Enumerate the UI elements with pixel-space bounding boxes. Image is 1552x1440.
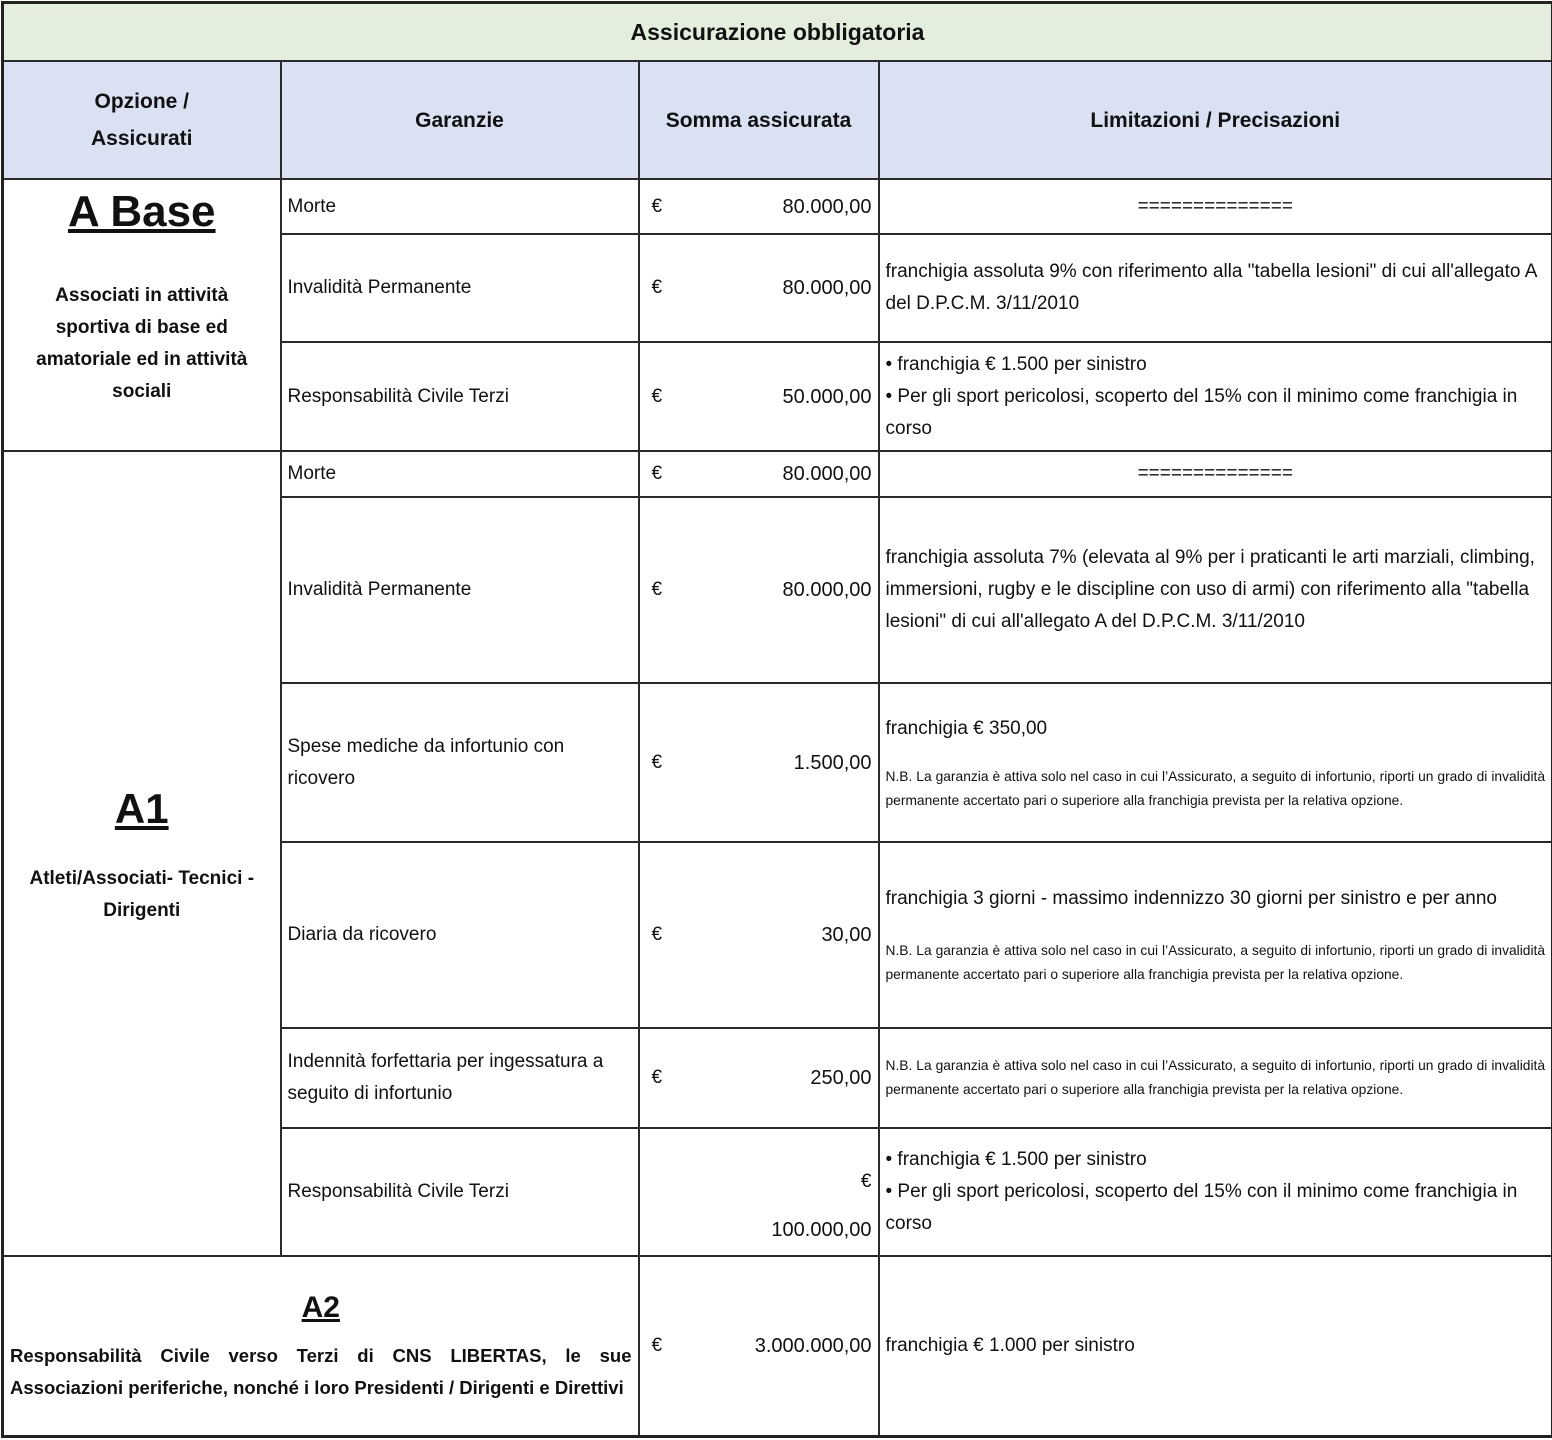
bullet: • franchigia € 1.500 per sinistro xyxy=(885,353,1147,375)
limitazioni-cell: • franchigia € 1.500 per sinistro • Per g… xyxy=(877,1127,1552,1257)
garanzia-cell: Responsabilità Civile Terzi xyxy=(279,341,640,452)
euro-symbol: € xyxy=(651,1067,663,1088)
limitazioni-cell: franchigia € 350,00 N.B. La garanzia è at… xyxy=(877,682,1552,843)
somma-cell: €80.000,00 xyxy=(637,450,880,498)
euro-symbol: € xyxy=(651,924,663,945)
garanzia-cell: Invalidità Permanente xyxy=(279,233,640,343)
option-name: A Base xyxy=(67,187,216,236)
somma-value: 30,00 xyxy=(821,924,872,946)
limitazioni-text: franchigia 3 giorni - massimo indennizzo… xyxy=(885,888,1498,909)
somma-value: 80.000,00 xyxy=(782,277,872,299)
euro-symbol: € xyxy=(651,385,663,407)
table-row: A2 Responsabilità Civile verso Terzi di … xyxy=(1,1255,1552,1437)
nb-note: N.B. La garanzia è attiva solo nel caso … xyxy=(885,768,1546,808)
option-name: A2 xyxy=(301,1290,340,1324)
option-a1: A1 Atleti/Associati- Tecnici - Dirigenti xyxy=(1,450,282,1257)
somma-value: 80.000,00 xyxy=(782,195,872,218)
limitazioni-cell: ============== xyxy=(877,450,1552,498)
limitazioni-cell: franchigia assoluta 9% con riferimento a… xyxy=(877,233,1552,343)
euro-symbol: € xyxy=(860,1171,872,1192)
option-a2: A2 Responsabilità Civile verso Terzi di … xyxy=(1,1255,640,1437)
garanzia-cell: Invalidità Permanente xyxy=(279,496,640,684)
limitazioni-cell: ============== xyxy=(877,178,1552,235)
garanzia-cell: Diaria da ricovero xyxy=(279,841,640,1029)
table-row: Invalidità Permanente €80.000,00 franchi… xyxy=(3,233,1552,343)
somma-value: 50.000,00 xyxy=(782,385,872,408)
option-description: Associati in attività sportiva di base e… xyxy=(36,285,248,402)
option-name: A1 xyxy=(114,784,169,832)
somma-value: 80.000,00 xyxy=(782,463,872,485)
garanzia-cell: Morte xyxy=(279,450,640,498)
somma-value: 250,00 xyxy=(810,1067,872,1089)
garanzia-cell: Spese mediche da infortunio con ricovero xyxy=(279,682,640,843)
bullet: • franchigia € 1.500 per sinistro xyxy=(885,1149,1147,1170)
euro-symbol: € xyxy=(651,277,663,298)
somma-cell: €80.000,00 xyxy=(637,496,880,684)
somma-cell: €80.000,00 xyxy=(637,233,880,343)
somma-value: 80.000,00 xyxy=(782,579,872,601)
table-row: Responsabilità Civile Terzi €100.000,00 … xyxy=(3,1127,1552,1257)
option-description: Responsabilità Civile verso Terzi di CNS… xyxy=(10,1344,632,1398)
table-title: Assicurazione obbligatoria xyxy=(1,1,1552,62)
limitazioni-cell: franchigia € 1.000 per sinistro xyxy=(877,1255,1552,1437)
header-garanzie: Garanzie xyxy=(279,60,640,180)
table-row: Responsabilità Civile Terzi €50.000,00 •… xyxy=(3,341,1552,452)
bullet: • Per gli sport pericolosi, scoperto del… xyxy=(885,1181,1518,1234)
table-row: Invalidità Permanente €80.000,00 franchi… xyxy=(3,496,1552,684)
table-row: A Base Associati in attività sportiva di… xyxy=(1,178,1552,452)
limitazioni-cell: franchigia assoluta 7% (elevata al 9% pe… xyxy=(877,496,1552,684)
limitazioni-text: franchigia € 350,00 xyxy=(885,717,1048,739)
somma-cell: €80.000,00 xyxy=(637,178,880,235)
limitazioni-cell: • franchigia € 1.500 per sinistro • Per g… xyxy=(877,341,1552,452)
euro-symbol: € xyxy=(651,195,663,217)
nb-note: N.B. La garanzia è attiva solo nel caso … xyxy=(885,943,1546,982)
bullet: • Per gli sport pericolosi, scoperto del… xyxy=(885,385,1518,439)
header-opzione-text: Opzione / Assicurati xyxy=(90,90,193,150)
table-row: Spese mediche da infortunio con ricovero… xyxy=(3,682,1552,843)
somma-value: 3.000.000,00 xyxy=(754,1334,872,1357)
garanzia-cell: Responsabilità Civile Terzi xyxy=(279,1127,640,1257)
euro-symbol: € xyxy=(651,463,663,484)
garanzia-cell: Morte xyxy=(279,178,640,235)
somma-value: 100.000,00 xyxy=(771,1219,872,1241)
somma-cell: €50.000,00 xyxy=(637,341,880,452)
euro-symbol: € xyxy=(651,579,663,600)
header-somma: Somma assicurata xyxy=(637,60,880,180)
limitazioni-cell: N.B. La garanzia è attiva solo nel caso … xyxy=(877,1027,1552,1129)
header-limitazioni: Limitazioni / Precisazioni xyxy=(877,60,1552,180)
header-opzione: Opzione / Assicurati xyxy=(1,60,282,180)
somma-cell: €250,00 xyxy=(637,1027,880,1129)
somma-cell: €30,00 xyxy=(637,841,880,1029)
somma-cell: €3.000.000,00 xyxy=(637,1255,880,1437)
option-a-base: A Base Associati in attività sportiva di… xyxy=(1,178,282,452)
option-description: Atleti/Associati- Tecnici - Dirigenti xyxy=(29,867,255,921)
euro-symbol: € xyxy=(651,751,663,773)
table-row: Diaria da ricovero €30,00 franchigia 3 g… xyxy=(3,841,1552,1029)
garanzia-cell: Indennità forfettaria per ingessatura a … xyxy=(279,1027,640,1129)
table-row: Indennità forfettaria per ingessatura a … xyxy=(3,1027,1552,1129)
table-row: A1 Atleti/Associati- Tecnici - Dirigenti… xyxy=(1,450,1552,1257)
limitazioni-cell: franchigia 3 giorni - massimo indennizzo… xyxy=(877,841,1552,1029)
nb-note: N.B. La garanzia è attiva solo nel caso … xyxy=(885,1058,1546,1097)
euro-symbol: € xyxy=(651,1334,663,1356)
somma-value: 1.500,00 xyxy=(793,751,872,774)
somma-cell: €100.000,00 xyxy=(637,1127,880,1257)
somma-cell: €1.500,00 xyxy=(637,682,880,843)
